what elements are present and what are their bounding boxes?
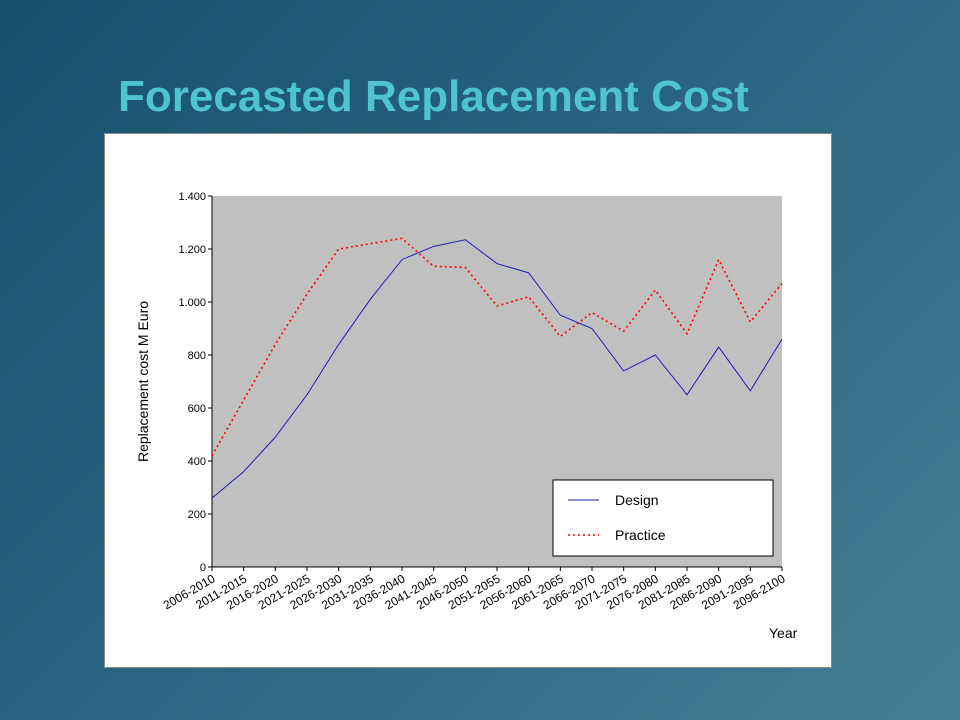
chart: 02004006008001.0001.2001.4002006-2010201… <box>104 133 832 668</box>
x-axis-label: Year <box>769 625 798 641</box>
y-tick-label: 200 <box>188 509 206 521</box>
legend-box <box>552 479 774 557</box>
y-tick-label: 600 <box>188 403 206 415</box>
series-line <box>211 239 783 499</box>
y-tick-label: 1.000 <box>178 297 206 309</box>
series-line <box>211 237 783 457</box>
legend-label: Design <box>615 492 659 508</box>
y-tick-label: 800 <box>188 350 206 362</box>
y-axis-label: Replacement cost M Euro <box>135 301 151 462</box>
legend-label: Practice <box>615 527 666 543</box>
y-tick-label: 1.400 <box>178 191 206 203</box>
slide-title: Forecasted Replacement Cost <box>118 72 749 121</box>
y-tick-label: 0 <box>200 562 206 574</box>
y-tick-label: 400 <box>188 456 206 468</box>
y-tick-label: 1.200 <box>178 244 206 256</box>
